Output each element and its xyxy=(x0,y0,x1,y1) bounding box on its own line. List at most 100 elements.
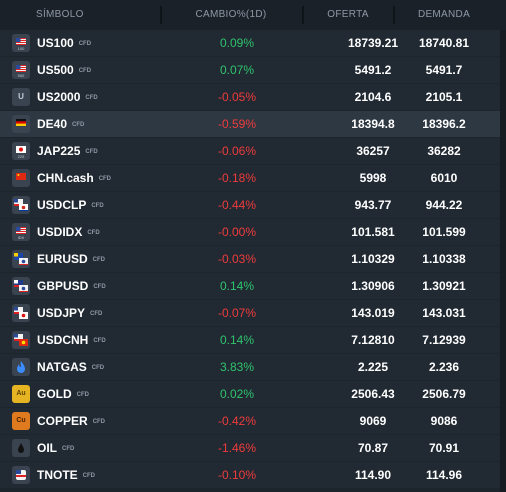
bid-price[interactable]: 101.581 xyxy=(351,225,395,239)
cfd-tag: CFD xyxy=(78,41,92,47)
scrollbar[interactable] xyxy=(500,30,506,492)
symbol-label: US2000 xyxy=(37,90,81,104)
symbol-label: GOLD xyxy=(37,387,72,401)
instrument-row-tnote[interactable]: TNOTE CFD -0.10% 114.90 114.96 xyxy=(0,462,500,488)
cfd-tag: CFD xyxy=(76,392,90,398)
ask-price[interactable]: 944.22 xyxy=(425,198,463,212)
instrument-symbol: CHN.cash CFD xyxy=(37,165,111,191)
copper-icon: Cu xyxy=(12,412,30,430)
instrument-row-gold[interactable]: Au GOLD CFD 0.02% 2506.43 2506.79 xyxy=(0,381,500,407)
instrument-row-usdjpy[interactable]: USDJPY CFD -0.07% 143.019 143.031 xyxy=(0,300,500,326)
change-percent: 3.83% xyxy=(219,360,255,374)
instrument-row-usdclp[interactable]: USDCLP CFD -0.44% 943.77 944.22 xyxy=(0,192,500,218)
column-divider[interactable] xyxy=(160,6,162,24)
bid-price[interactable]: 36257 xyxy=(356,144,390,158)
ask-price[interactable]: 18740.81 xyxy=(418,36,470,50)
ask-price[interactable]: 7.12939 xyxy=(422,333,466,347)
ask-price[interactable]: 5491.7 xyxy=(425,63,463,77)
change-percent: -0.05% xyxy=(217,90,257,104)
instrument-row-oil[interactable]: OIL CFD -1.46% 70.87 70.91 xyxy=(0,435,500,461)
bid-price[interactable]: 1.30906 xyxy=(351,279,395,293)
ask-price[interactable]: 2.236 xyxy=(428,360,460,374)
ask-price[interactable]: 143.031 xyxy=(422,306,466,320)
ask-price[interactable]: 36282 xyxy=(427,144,461,158)
bid-price[interactable]: 2104.6 xyxy=(354,90,392,104)
symbol-label: DE40 xyxy=(37,117,68,131)
table-header: SÍMBOLO CAMBIO%(1D) OFERTA DEMANDA xyxy=(0,0,506,30)
bid-price[interactable]: 5998 xyxy=(359,171,387,185)
us-flag-icon: 100 xyxy=(12,34,30,52)
bid-price[interactable]: 2.225 xyxy=(357,360,389,374)
bid-price[interactable]: 114.90 xyxy=(354,468,392,482)
symbol-label: NATGAS xyxy=(37,360,87,374)
us-japan-flags-icon xyxy=(12,304,30,322)
bid-price[interactable]: 18739.21 xyxy=(347,36,399,50)
instrument-row-usdcnh[interactable]: USDCNH CFD 0.14% 7.12810 7.12939 xyxy=(0,327,500,353)
instrument-symbol: US100 CFD xyxy=(37,30,91,56)
cfd-tag: CFD xyxy=(72,122,85,128)
bid-price[interactable]: 18394.8 xyxy=(351,117,395,131)
column-divider[interactable] xyxy=(393,6,395,24)
column-header-symbol[interactable]: SÍMBOLO xyxy=(36,9,84,20)
letter-u-icon: U xyxy=(12,88,30,106)
ask-price[interactable]: 101.599 xyxy=(422,225,466,239)
cfd-tag: CFD xyxy=(91,365,105,371)
symbol-label: USDCNH xyxy=(37,333,89,347)
instrument-symbol: GOLD CFD xyxy=(37,381,89,407)
uk-us-flags-icon xyxy=(12,277,30,295)
symbol-label: CHN.cash xyxy=(37,171,94,185)
ask-price[interactable]: 2506.79 xyxy=(422,387,466,401)
china-flag-icon xyxy=(12,169,30,187)
change-percent: -0.59% xyxy=(217,117,257,131)
instrument-row-natgas[interactable]: NATGAS CFD 3.83% 2.225 2.236 xyxy=(0,354,500,380)
instrument-row-us2000[interactable]: U US2000 CFD -0.05% 2104.6 2105.1 xyxy=(0,84,500,110)
instrument-symbol: NATGAS CFD xyxy=(37,354,104,380)
us-bond-icon xyxy=(12,466,30,484)
bid-price[interactable]: 5491.2 xyxy=(354,63,392,77)
bid-price[interactable]: 1.10329 xyxy=(351,252,395,266)
ask-price[interactable]: 1.30921 xyxy=(422,279,466,293)
cfd-tag: CFD xyxy=(85,95,98,101)
instrument-symbol: GBPUSD CFD xyxy=(37,273,106,299)
symbol-label: GBPUSD xyxy=(37,279,89,293)
ask-price[interactable]: 114.96 xyxy=(425,468,463,482)
column-header-change[interactable]: CAMBIO%(1D) xyxy=(195,9,267,20)
bid-price[interactable]: 7.12810 xyxy=(351,333,395,347)
bid-price[interactable]: 943.77 xyxy=(354,198,392,212)
instrument-row-us100[interactable]: 100 US100 CFD 0.09% 18739.21 18740.81 xyxy=(0,30,500,56)
ask-price[interactable]: 2105.1 xyxy=(425,90,463,104)
instrument-row-usdidx[interactable]: IDX USDIDX CFD -0.00% 101.581 101.599 xyxy=(0,219,500,245)
ask-price[interactable]: 18396.2 xyxy=(422,117,466,131)
bid-price[interactable]: 2506.43 xyxy=(351,387,395,401)
instrument-row-jap225[interactable]: 225 JAP225 CFD -0.06% 36257 36282 xyxy=(0,138,500,164)
column-header-bid[interactable]: OFERTA xyxy=(327,9,369,20)
bid-price[interactable]: 70.87 xyxy=(357,441,389,455)
instrument-list: 100 US100 CFD 0.09% 18739.21 18740.81 500 US500… xyxy=(0,30,500,489)
ask-price[interactable]: 70.91 xyxy=(428,441,460,455)
symbol-label: USDJPY xyxy=(37,306,86,320)
ask-price[interactable]: 1.10338 xyxy=(422,252,466,266)
eu-us-flags-icon xyxy=(12,250,30,268)
change-percent: 0.14% xyxy=(219,279,255,293)
instrument-row-de40[interactable]: DE40 CFD -0.59% 18394.8 18396.2 xyxy=(0,111,500,137)
symbol-label: EURUSD xyxy=(37,252,88,266)
instrument-row-gbpusd[interactable]: GBPUSD CFD 0.14% 1.30906 1.30921 xyxy=(0,273,500,299)
us-chile-flags-icon xyxy=(12,196,30,214)
change-percent: -0.18% xyxy=(217,171,257,185)
instrument-row-copper[interactable]: Cu COPPER CFD -0.42% 9069 9086 xyxy=(0,408,500,434)
instrument-symbol: USDIDX CFD xyxy=(37,219,100,245)
bid-price[interactable]: 143.019 xyxy=(351,306,395,320)
ask-price[interactable]: 6010 xyxy=(430,171,458,185)
gold-icon: Au xyxy=(12,385,30,403)
instrument-row-us500[interactable]: 500 US500 CFD 0.07% 5491.2 5491.7 xyxy=(0,57,500,83)
column-header-ask[interactable]: DEMANDA xyxy=(417,9,471,20)
change-percent: 0.09% xyxy=(219,36,255,50)
ask-price[interactable]: 9086 xyxy=(430,414,458,428)
bid-price[interactable]: 9069 xyxy=(359,414,387,428)
column-divider[interactable] xyxy=(302,6,304,24)
change-percent: -0.42% xyxy=(217,414,257,428)
instrument-row-eurusd[interactable]: EURUSD CFD -0.03% 1.10329 1.10338 xyxy=(0,246,500,272)
change-percent: -0.00% xyxy=(217,225,257,239)
instrument-row-chn-cash[interactable]: CHN.cash CFD -0.18% 5998 6010 xyxy=(0,165,500,191)
